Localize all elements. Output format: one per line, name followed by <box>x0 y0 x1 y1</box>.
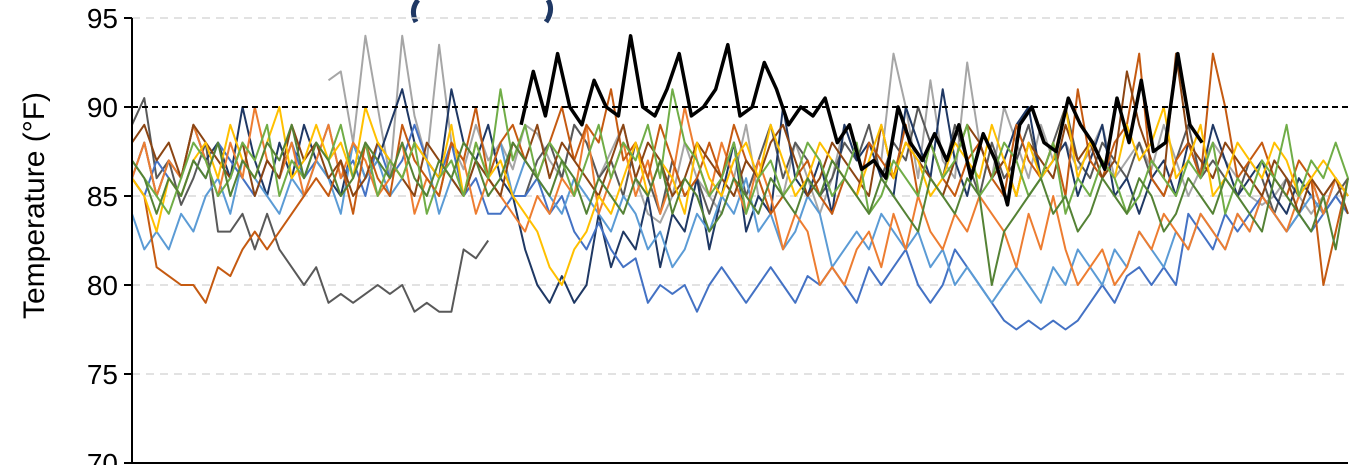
y-tick-label: 75 <box>87 359 118 390</box>
y-tick-label: 95 <box>87 3 118 34</box>
y-tick-label: 90 <box>87 92 118 123</box>
y-tick-label: 80 <box>87 270 118 301</box>
title-fragment-left-paren <box>410 0 421 24</box>
y-tick-label: 85 <box>87 181 118 212</box>
series-line-9 <box>131 106 1349 286</box>
title-fragment-right-paren <box>543 0 554 24</box>
title-fragment <box>410 0 554 24</box>
series-line-10 <box>131 88 1349 215</box>
y-tick-label: 70 <box>87 448 118 465</box>
series-line-highlight <box>519 34 1204 207</box>
series-lines <box>131 34 1349 331</box>
series-line-11 <box>131 123 1349 286</box>
y-tick-labels: 70 75 80 85 90 95 <box>87 3 132 465</box>
y-axis-title: Temperature (°F) <box>18 92 51 319</box>
